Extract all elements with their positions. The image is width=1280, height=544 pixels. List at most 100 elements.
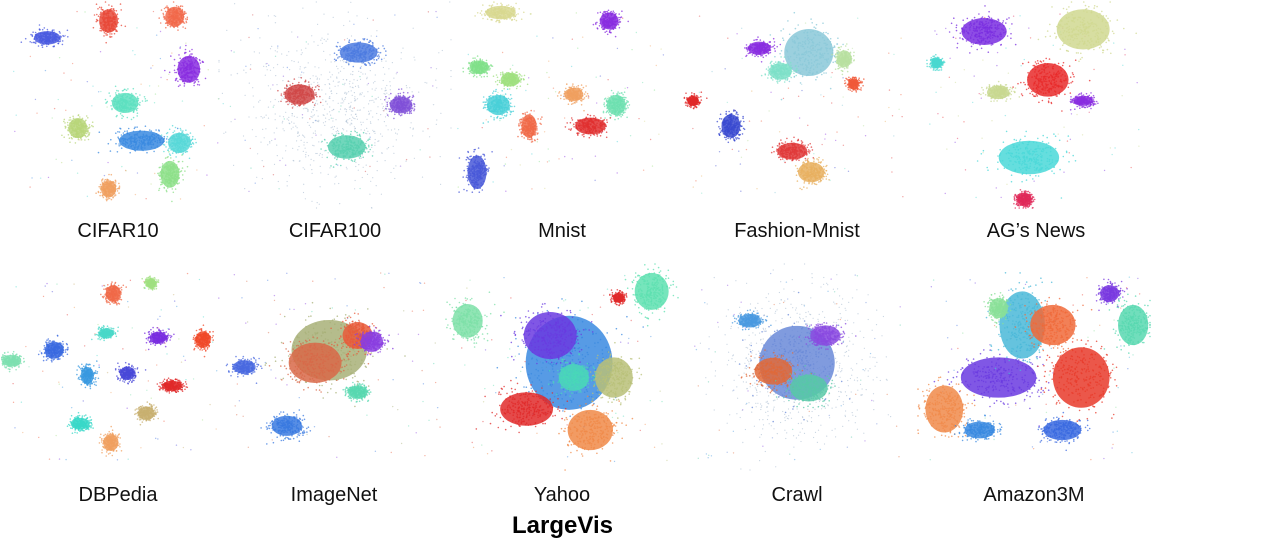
data-point (98, 185, 100, 188)
data-point (111, 20, 114, 22)
data-point (367, 91, 369, 93)
data-point (290, 99, 293, 102)
data-point (321, 37, 323, 39)
data-point (298, 145, 300, 148)
data-point (135, 133, 138, 136)
data-point (114, 187, 116, 189)
data-point (306, 107, 308, 109)
data-point (342, 134, 345, 136)
data-point (311, 116, 313, 118)
data-point (497, 12, 499, 14)
data-point (177, 85, 180, 88)
data-point (167, 176, 170, 179)
data-point (181, 167, 184, 169)
data-point (32, 31, 34, 33)
data-point (101, 183, 104, 185)
data-point (127, 146, 130, 148)
data-point (136, 104, 139, 107)
data-point (276, 51, 278, 53)
data-point (450, 75, 452, 78)
data-point (315, 92, 317, 94)
data-point (193, 84, 195, 87)
data-point (359, 67, 362, 69)
data-point (348, 150, 351, 153)
data-point (130, 144, 133, 147)
data-point (306, 101, 308, 104)
noise-point (558, 158, 560, 160)
noise-point (290, 128, 293, 130)
data-point (179, 63, 181, 65)
data-point (196, 61, 199, 64)
data-point (338, 144, 341, 146)
data-point (178, 132, 180, 134)
data-point (366, 140, 368, 143)
data-point (178, 73, 181, 76)
data-point (368, 58, 371, 60)
data-point (40, 35, 42, 37)
data-point (174, 23, 176, 26)
data-point (179, 149, 181, 152)
noise-point (547, 148, 549, 150)
data-point (140, 147, 143, 150)
data-point (351, 137, 354, 139)
data-point (76, 131, 78, 134)
data-point (269, 142, 271, 144)
data-point (83, 132, 85, 134)
data-point (73, 122, 76, 125)
data-point (103, 35, 105, 37)
data-point (177, 161, 180, 163)
data-point (362, 166, 364, 168)
data-point (326, 156, 328, 159)
data-point (183, 13, 186, 16)
data-point (291, 60, 293, 62)
data-point (345, 53, 347, 55)
data-point (176, 174, 179, 176)
data-point (354, 153, 356, 155)
data-point (594, 22, 597, 24)
data-point (191, 60, 193, 63)
data-point (354, 127, 356, 129)
data-point (103, 194, 105, 196)
data-point (240, 39, 242, 41)
data-point (264, 74, 266, 76)
data-point (308, 124, 310, 126)
data-point (291, 82, 294, 85)
noise-point (419, 149, 421, 151)
data-point (304, 93, 307, 96)
data-point (338, 56, 340, 58)
data-point (345, 137, 348, 140)
data-point (157, 136, 160, 139)
data-point (345, 152, 347, 155)
data-point (317, 103, 319, 105)
data-point (517, 13, 519, 15)
data-point (370, 45, 373, 47)
data-point (368, 110, 370, 112)
data-point (338, 145, 340, 148)
data-point (399, 114, 402, 117)
data-point (389, 89, 391, 91)
data-point (335, 163, 338, 166)
data-point (366, 173, 369, 175)
data-point (152, 133, 154, 136)
data-point (329, 71, 331, 73)
data-point (345, 93, 347, 95)
data-point (105, 194, 108, 197)
data-point (269, 69, 272, 71)
noise-point (435, 10, 437, 13)
noise-point (274, 55, 277, 58)
data-point (84, 130, 87, 132)
data-point (196, 58, 198, 60)
data-point (364, 144, 366, 147)
data-point (184, 140, 186, 142)
data-point (357, 140, 360, 142)
data-point (349, 52, 351, 55)
data-point (167, 149, 169, 152)
data-point (120, 99, 123, 102)
data-point (385, 89, 387, 91)
data-point (298, 76, 300, 78)
data-point (122, 132, 125, 134)
noise-point (512, 64, 514, 67)
data-point (105, 102, 107, 104)
data-point (99, 183, 102, 186)
data-point (263, 65, 265, 67)
